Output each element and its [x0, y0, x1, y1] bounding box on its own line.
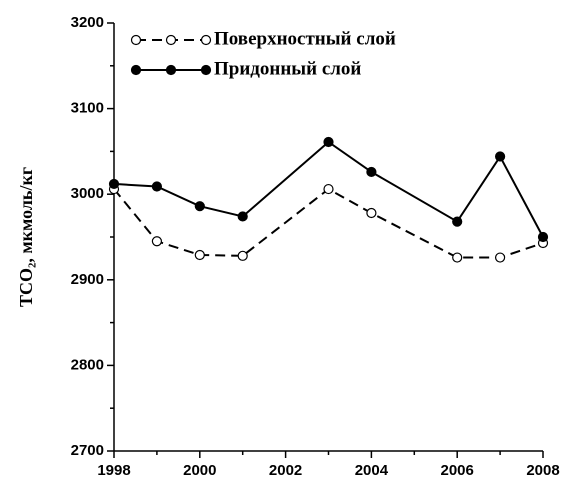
point	[151, 181, 162, 192]
x-tick-label: 2000	[183, 462, 216, 479]
legend-marker	[200, 34, 212, 46]
legend-label: Поверхностный слой	[214, 28, 396, 49]
y-tick-label: 3200	[71, 14, 104, 31]
point	[237, 211, 248, 222]
legend-marker	[130, 64, 142, 76]
point	[237, 250, 248, 261]
y-axis-label: TCO₂, мкмоль/кг	[16, 167, 36, 307]
point	[366, 207, 377, 219]
point	[452, 216, 463, 227]
point	[151, 236, 162, 247]
legend-marker	[165, 34, 177, 46]
point	[366, 166, 377, 178]
point	[108, 178, 120, 190]
legend-marker	[130, 34, 142, 46]
point	[194, 201, 205, 212]
x-tick-label: 2008	[526, 462, 559, 479]
x-tick-label: 2006	[441, 462, 474, 479]
legend-marker	[165, 64, 177, 76]
y-tick-label: 3100	[71, 100, 104, 117]
x-tick-label: 2002	[269, 462, 302, 479]
point	[452, 252, 463, 263]
point	[537, 231, 549, 243]
y-tick-label: 2900	[71, 271, 104, 288]
y-tick-label: 2700	[71, 442, 104, 459]
series-line	[113, 187, 544, 259]
legend-marker	[200, 64, 212, 76]
point	[495, 151, 506, 162]
point	[323, 136, 334, 148]
x-tick-label: 1998	[97, 462, 130, 479]
legend-label: Придонный слой	[214, 58, 361, 79]
point	[323, 183, 334, 195]
x-tick-label: 2004	[355, 462, 389, 479]
y-tick-label: 3000	[71, 185, 104, 202]
point	[495, 252, 506, 263]
y-tick-label: 2800	[71, 356, 104, 373]
point	[194, 249, 205, 261]
